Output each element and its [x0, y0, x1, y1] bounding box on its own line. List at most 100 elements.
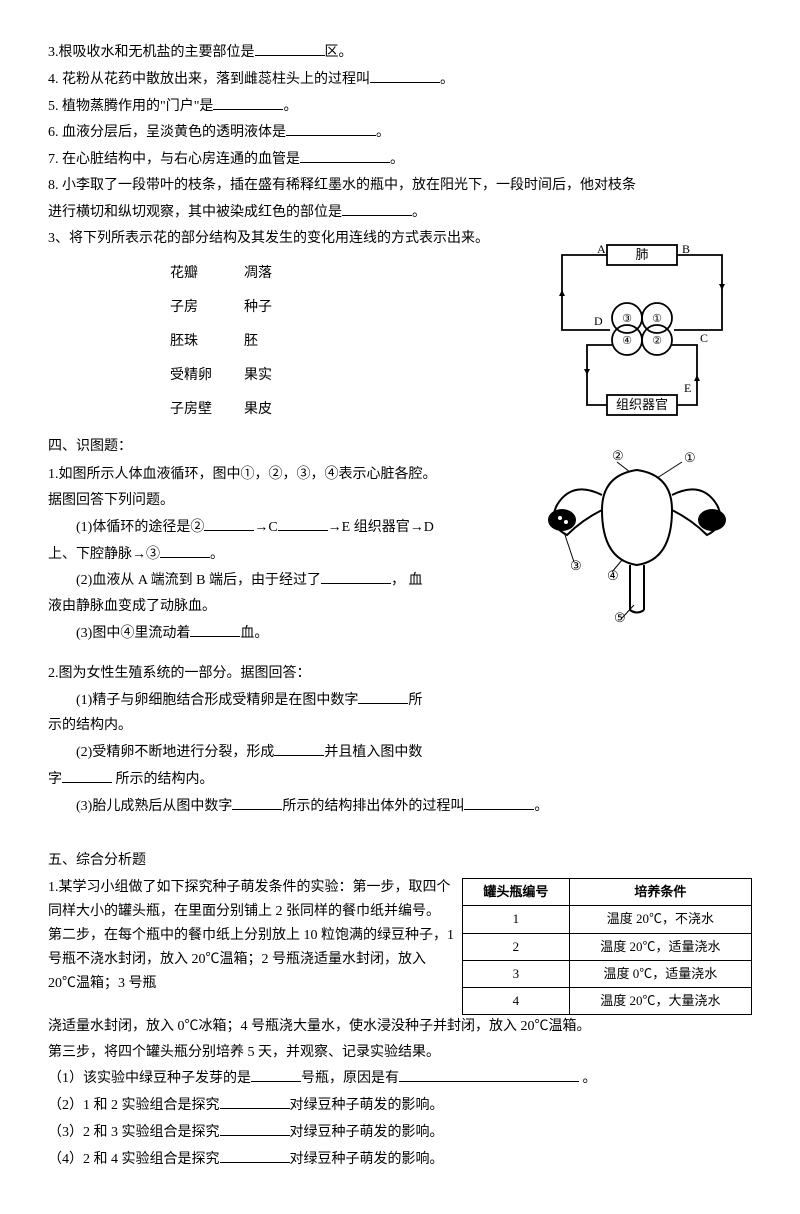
sec5-p2: （2）1 和 2 实验组合是探究对绿豆种子萌发的影响。: [48, 1093, 752, 1118]
th: 培养条件: [569, 879, 751, 906]
blank[interactable]: [464, 794, 534, 810]
table-row: 2温度 20℃，适量浇水: [463, 933, 752, 960]
blank[interactable]: [220, 1147, 290, 1163]
blank[interactable]: [232, 794, 282, 810]
label-E: E: [684, 381, 691, 395]
match-left: 子房: [170, 292, 242, 324]
blank[interactable]: [62, 767, 112, 783]
blank[interactable]: [204, 515, 254, 531]
label-organ: 组织器官: [616, 397, 668, 412]
q8-line1: 8. 小李取了一段带叶的枝条，插在盛有稀释红墨水的瓶中，放在阳光下，一段时间后，…: [48, 174, 752, 198]
sec4-q1-intro2: 据图回答下列问题。: [48, 489, 508, 513]
sec4-q2-p2: (2)受精卵不断地进行分裂，形成并且植入图中数: [48, 740, 508, 765]
match-row: 花瓣凋落: [170, 258, 302, 290]
q5-suffix: 。: [283, 99, 297, 114]
q3-prefix: 3.根吸收水和无机盐的主要部位是: [48, 45, 255, 60]
label-2: ②: [652, 335, 662, 347]
label-r1: ①: [684, 450, 696, 465]
table-row: 3温度 0℃，适量浇水: [463, 960, 752, 987]
q8-suffix: 。: [412, 205, 426, 220]
match-left: 花瓣: [170, 258, 242, 290]
label-lung: 肺: [635, 247, 648, 262]
sec5-intro3: 第三步，将四个罐头瓶分别培养 5 天，并观察、记录实验结果。: [48, 1041, 752, 1065]
q3: 3.根吸收水和无机盐的主要部位是 区。: [48, 40, 752, 65]
match-row: 受精卵果实: [170, 360, 302, 392]
sec5-p4: （4）2 和 4 实验组合是探究对绿豆种子萌发的影响。: [48, 1147, 752, 1172]
sec4-q1-p1: (1)体循环的途径是②→C→E 组织器官→D: [48, 515, 508, 540]
q6-suffix: 。: [376, 125, 390, 140]
q8-text2: 进行横切和纵切观察，其中被染成红色的部位是: [48, 205, 342, 220]
sec4-q1-p3: (3)图中④里流动着血。: [48, 621, 508, 646]
blank[interactable]: [321, 568, 391, 584]
match-right: 胚: [244, 326, 302, 358]
match-row: 子房壁果皮: [170, 394, 302, 426]
q7-suffix: 。: [390, 152, 404, 167]
label-r3: ③: [570, 558, 582, 573]
q6-blank[interactable]: [286, 120, 376, 136]
label-B: B: [682, 242, 690, 256]
q8-blank[interactable]: [342, 200, 412, 216]
sec4-q1-p1d: 上、下腔静脉→③。: [48, 542, 508, 567]
circulation-diagram: 肺 组织器官 ③ ① ④ ② A B C D E: [532, 240, 752, 420]
sec4-q2-p1c: 示的结构内。: [48, 714, 508, 738]
reproductive-diagram: ① ② ③ ④ ⑤: [522, 450, 752, 630]
match-right: 果皮: [244, 394, 302, 426]
sec5-p3: （3）2 和 3 实验组合是探究对绿豆种子萌发的影响。: [48, 1120, 752, 1145]
label-1: ①: [652, 313, 662, 325]
blank[interactable]: [278, 515, 328, 531]
label-r5: ⑤: [614, 610, 626, 625]
q6-text: 6. 血液分层后，呈淡黄色的透明液体是: [48, 125, 286, 140]
blank[interactable]: [399, 1066, 579, 1082]
q3-blank[interactable]: [255, 40, 325, 56]
label-D: D: [594, 314, 603, 328]
q8-line2: 进行横切和纵切观察，其中被染成红色的部位是 。: [48, 200, 752, 225]
q4-blank[interactable]: [370, 67, 440, 83]
sec4-q2-p3: (3)胎儿成熟后从图中数字所示的结构排出体外的过程叫。: [48, 794, 752, 819]
label-C: C: [700, 331, 708, 345]
blank[interactable]: [251, 1066, 301, 1082]
sec4-q2-p1: (1)精子与卵细胞结合形成受精卵是在图中数字所: [48, 688, 508, 713]
sec5-title: 五、综合分析题: [48, 849, 752, 873]
match-right: 果实: [244, 360, 302, 392]
table-row: 4温度 20℃，大量浇水: [463, 987, 752, 1014]
match-left: 子房壁: [170, 394, 242, 426]
blank[interactable]: [160, 542, 210, 558]
sec5-p1: （1）该实验中绿豆种子发芽的是号瓶，原因是有 。: [48, 1066, 752, 1091]
blank[interactable]: [220, 1120, 290, 1136]
blank[interactable]: [190, 621, 240, 637]
q3-suffix: 区。: [325, 45, 353, 60]
q7-text: 7. 在心脏结构中，与右心房连通的血管是: [48, 152, 300, 167]
sec4-q1-intro: 1.如图所示人体血液循环，图中①，②，③，④表示心脏各腔。: [48, 463, 508, 487]
match-left: 胚珠: [170, 326, 242, 358]
match-row: 子房种子: [170, 292, 302, 324]
blank[interactable]: [274, 740, 324, 756]
match-row: 胚珠胚: [170, 326, 302, 358]
q5-text: 5. 植物蒸腾作用的"门户"是: [48, 99, 213, 114]
q6: 6. 血液分层后，呈淡黄色的透明液体是 。: [48, 120, 752, 145]
q4-suffix: 。: [440, 72, 454, 87]
q4-text: 4. 花粉从花药中散放出来，落到雌蕊柱头上的过程叫: [48, 72, 370, 87]
q5-blank[interactable]: [213, 94, 283, 110]
label-r2: ②: [612, 450, 624, 463]
match-right: 种子: [244, 292, 302, 324]
conditions-table: 罐头瓶编号培养条件 1温度 20℃，不浇水 2温度 20℃，适量浇水 3温度 0…: [462, 878, 752, 1014]
q5: 5. 植物蒸腾作用的"门户"是 。: [48, 94, 752, 119]
table-row: 1温度 20℃，不浇水: [463, 906, 752, 933]
match-left: 受精卵: [170, 360, 242, 392]
sec4-q1-p2: (2)血液从 A 端流到 B 端后，由于经过了， 血: [48, 568, 508, 593]
q4: 4. 花粉从花药中散放出来，落到雌蕊柱头上的过程叫 。: [48, 67, 752, 92]
match-right: 凋落: [244, 258, 302, 290]
q7-blank[interactable]: [300, 147, 390, 163]
match-table: 花瓣凋落 子房种子 胚珠胚 受精卵果实 子房壁果皮: [168, 256, 304, 427]
blank[interactable]: [358, 688, 408, 704]
q7: 7. 在心脏结构中，与右心房连通的血管是 。: [48, 147, 752, 172]
sec5-intro2: 浇适量水封闭，放入 0℃冰箱；4 号瓶浇大量水，使水浸没种子并封闭，放入 20℃…: [48, 1015, 752, 1039]
sec4-q2-p2c: 字 所示的结构内。: [48, 767, 508, 792]
sec4-q1-p2c: 液由静脉血变成了动脉血。: [48, 595, 508, 619]
label-3: ③: [622, 313, 632, 325]
label-4: ④: [622, 335, 632, 347]
sec4-q2-intro: 2.图为女性生殖系统的一部分。据图回答：: [48, 662, 508, 686]
th: 罐头瓶编号: [463, 879, 570, 906]
label-A: A: [597, 242, 606, 256]
blank[interactable]: [220, 1093, 290, 1109]
